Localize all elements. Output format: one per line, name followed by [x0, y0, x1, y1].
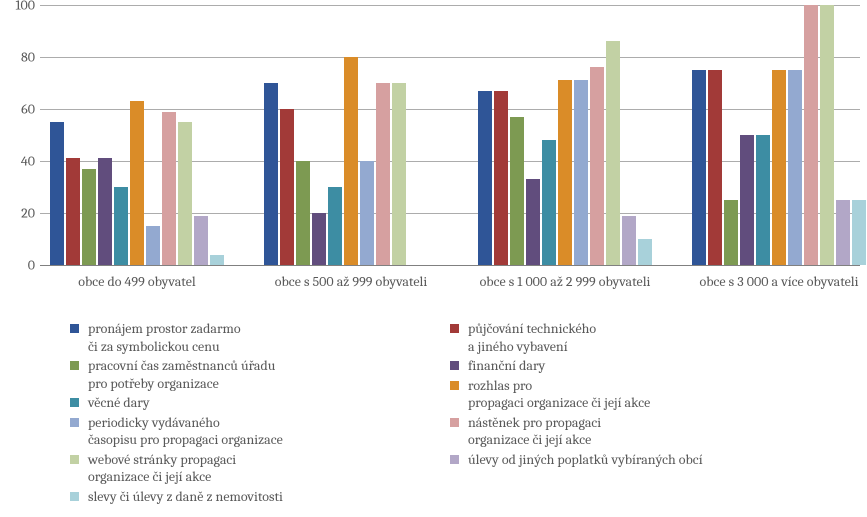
legend-swatch: [450, 418, 459, 427]
legend-swatch: [70, 418, 79, 427]
bar: [114, 187, 128, 265]
legend-label: úlevy od jiných poplatků vybíraných obcí: [468, 451, 703, 468]
ytick-label: 100: [5, 0, 35, 14]
bar: [542, 140, 556, 265]
legend-swatch: [70, 398, 79, 407]
legend-swatch: [70, 492, 79, 501]
x-category-label: obce do 499 obyvatel: [40, 273, 234, 291]
x-category-label: obce s 1 000 až 2 999 obyvateli: [468, 273, 662, 291]
legend-item: věcné dary: [70, 394, 450, 412]
legend-item: úlevy od jiných poplatků vybíraných obcí: [450, 451, 830, 469]
bar: [82, 169, 96, 265]
bar: [376, 83, 390, 265]
legend-swatch: [450, 324, 459, 333]
bar: [50, 122, 64, 265]
ytick-label: 80: [5, 49, 35, 66]
bar: [312, 213, 326, 265]
bar: [510, 117, 524, 265]
ytick-label: 60: [5, 101, 35, 118]
bar: [264, 83, 278, 265]
legend-label: webové stránky propagaciorganizace či je…: [88, 451, 236, 486]
legend-item: periodicky vydávanéhočasopisu pro propag…: [70, 414, 450, 449]
bar: [590, 67, 604, 265]
bar: [194, 216, 208, 265]
bar: [622, 216, 636, 265]
bar: [740, 135, 754, 265]
bar: [146, 226, 160, 265]
bar: [820, 5, 834, 265]
legend: pronájem prostor zadarmoči za symbolicko…: [70, 320, 840, 507]
bar: [852, 200, 866, 265]
legend-item: nástěnek pro propagaciorganizace či její…: [450, 414, 830, 449]
legend-label: periodicky vydávanéhočasopisu pro propag…: [88, 414, 283, 449]
legend-swatch: [450, 361, 459, 370]
bar: [708, 70, 722, 265]
bar: [638, 239, 652, 265]
bar: [280, 109, 294, 265]
legend-column: půjčování technickéhoa jiného vybavení fi…: [450, 320, 830, 470]
bar: [392, 83, 406, 265]
legend-swatch: [70, 361, 79, 370]
bar: [836, 200, 850, 265]
legend-label: věcné dary: [88, 394, 150, 411]
bar-chart: 0 20 40 60 80 100 obce do 499 obyvatel obce s …: [0, 0, 867, 517]
bar: [788, 70, 802, 265]
ytick-label: 20: [5, 205, 35, 222]
bar: [210, 255, 224, 265]
bar: [344, 57, 358, 265]
legend-swatch: [450, 455, 459, 464]
bar: [724, 200, 738, 265]
bar: [98, 158, 112, 265]
legend-item: půjčování technickéhoa jiného vybavení: [450, 320, 830, 355]
bar: [178, 122, 192, 265]
bar: [360, 161, 374, 265]
plot-area: [40, 5, 860, 266]
legend-swatch: [450, 381, 459, 390]
legend-item: webové stránky propagaciorganizace či je…: [70, 451, 450, 486]
bar: [162, 112, 176, 265]
legend-label: nástěnek pro propagaciorganizace či její…: [468, 414, 601, 449]
bar: [756, 135, 770, 265]
bar: [66, 158, 80, 265]
legend-label: pronájem prostor zadarmoči za symbolicko…: [88, 320, 241, 355]
bar: [574, 80, 588, 265]
legend-item: pronájem prostor zadarmoči za symbolicko…: [70, 320, 450, 355]
legend-column: pronájem prostor zadarmoči za symbolicko…: [70, 320, 450, 507]
x-category-label: obce s 3 000 a více obyvateli: [682, 273, 867, 291]
bar: [494, 91, 508, 265]
bar: [130, 101, 144, 265]
legend-item: finanční dary: [450, 357, 830, 375]
bar: [478, 91, 492, 265]
legend-label: slevy či úlevy z daně z nemovitosti: [88, 488, 283, 505]
legend-label: půjčování technickéhoa jiného vybavení: [468, 320, 596, 355]
x-category-label: obce s 500 až 999 obyvateli: [254, 273, 448, 291]
bar-group: [692, 5, 866, 265]
legend-item: slevy či úlevy z daně z nemovitosti: [70, 488, 450, 506]
bar-group: [264, 5, 438, 265]
legend-label: pracovní čas zaměstnanců úřadupro potřeb…: [88, 357, 275, 392]
legend-swatch: [70, 455, 79, 464]
ytick-label: 0: [5, 257, 35, 274]
legend-swatch: [70, 324, 79, 333]
ytick-label: 40: [5, 153, 35, 170]
bar: [772, 70, 786, 265]
legend-label: rozhlas propropagaci organizace či její …: [468, 377, 650, 412]
bar-group: [50, 5, 224, 265]
legend-item: pracovní čas zaměstnanců úřadupro potřeb…: [70, 357, 450, 392]
bar: [526, 179, 540, 265]
legend-label: finanční dary: [468, 357, 545, 374]
legend-item: rozhlas propropagaci organizace či její …: [450, 377, 830, 412]
bar: [296, 161, 310, 265]
bar: [606, 41, 620, 265]
bar: [328, 187, 342, 265]
bar: [558, 80, 572, 265]
bar: [804, 5, 818, 265]
bar-group: [478, 5, 652, 265]
bar: [692, 70, 706, 265]
